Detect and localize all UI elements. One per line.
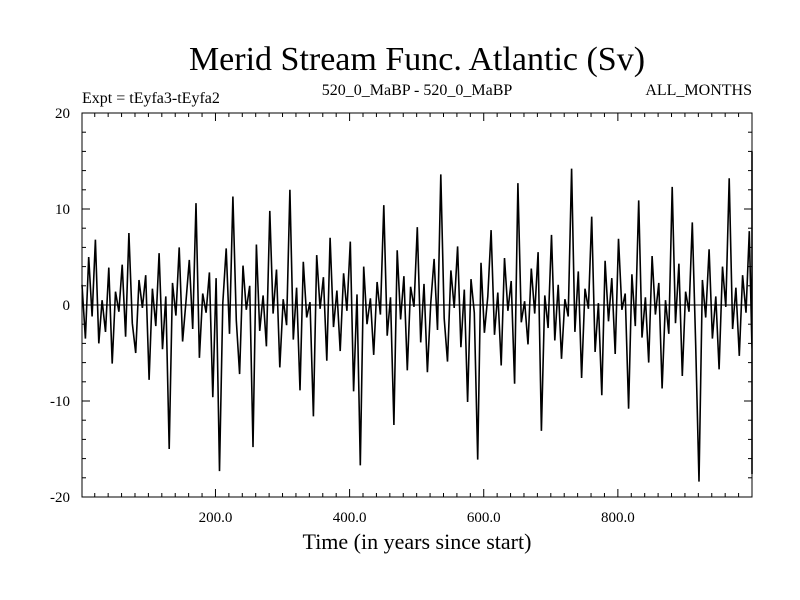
experiment-label: Expt = tEyfa3-tEyfa2 <box>82 90 220 107</box>
axes: 200.0 400.0 600.0 800.0 -20 -10 0 10 20 <box>50 106 753 526</box>
y-tick-label: -20 <box>50 490 70 506</box>
months-label: ALL_MONTHS <box>645 82 752 99</box>
period-label: 520_0_MaBP - 520_0_MaBP <box>322 82 513 99</box>
y-tick-label: 20 <box>55 106 70 122</box>
x-tick-label: 800.0 <box>601 510 635 526</box>
y-tick-label: 0 <box>63 298 71 314</box>
chart-title: Merid Stream Func. Atlantic (Sv) <box>189 41 645 78</box>
series-line-0 <box>81 151 753 482</box>
y-tick-label: 10 <box>55 202 70 218</box>
x-axis-label: Time (in years since start) <box>303 529 532 554</box>
x-tick-label: 400.0 <box>333 510 367 526</box>
x-tick-label: 600.0 <box>467 510 501 526</box>
y-tick-label: -10 <box>50 394 70 410</box>
x-tick-label: 200.0 <box>199 510 233 526</box>
data-series <box>81 151 753 482</box>
